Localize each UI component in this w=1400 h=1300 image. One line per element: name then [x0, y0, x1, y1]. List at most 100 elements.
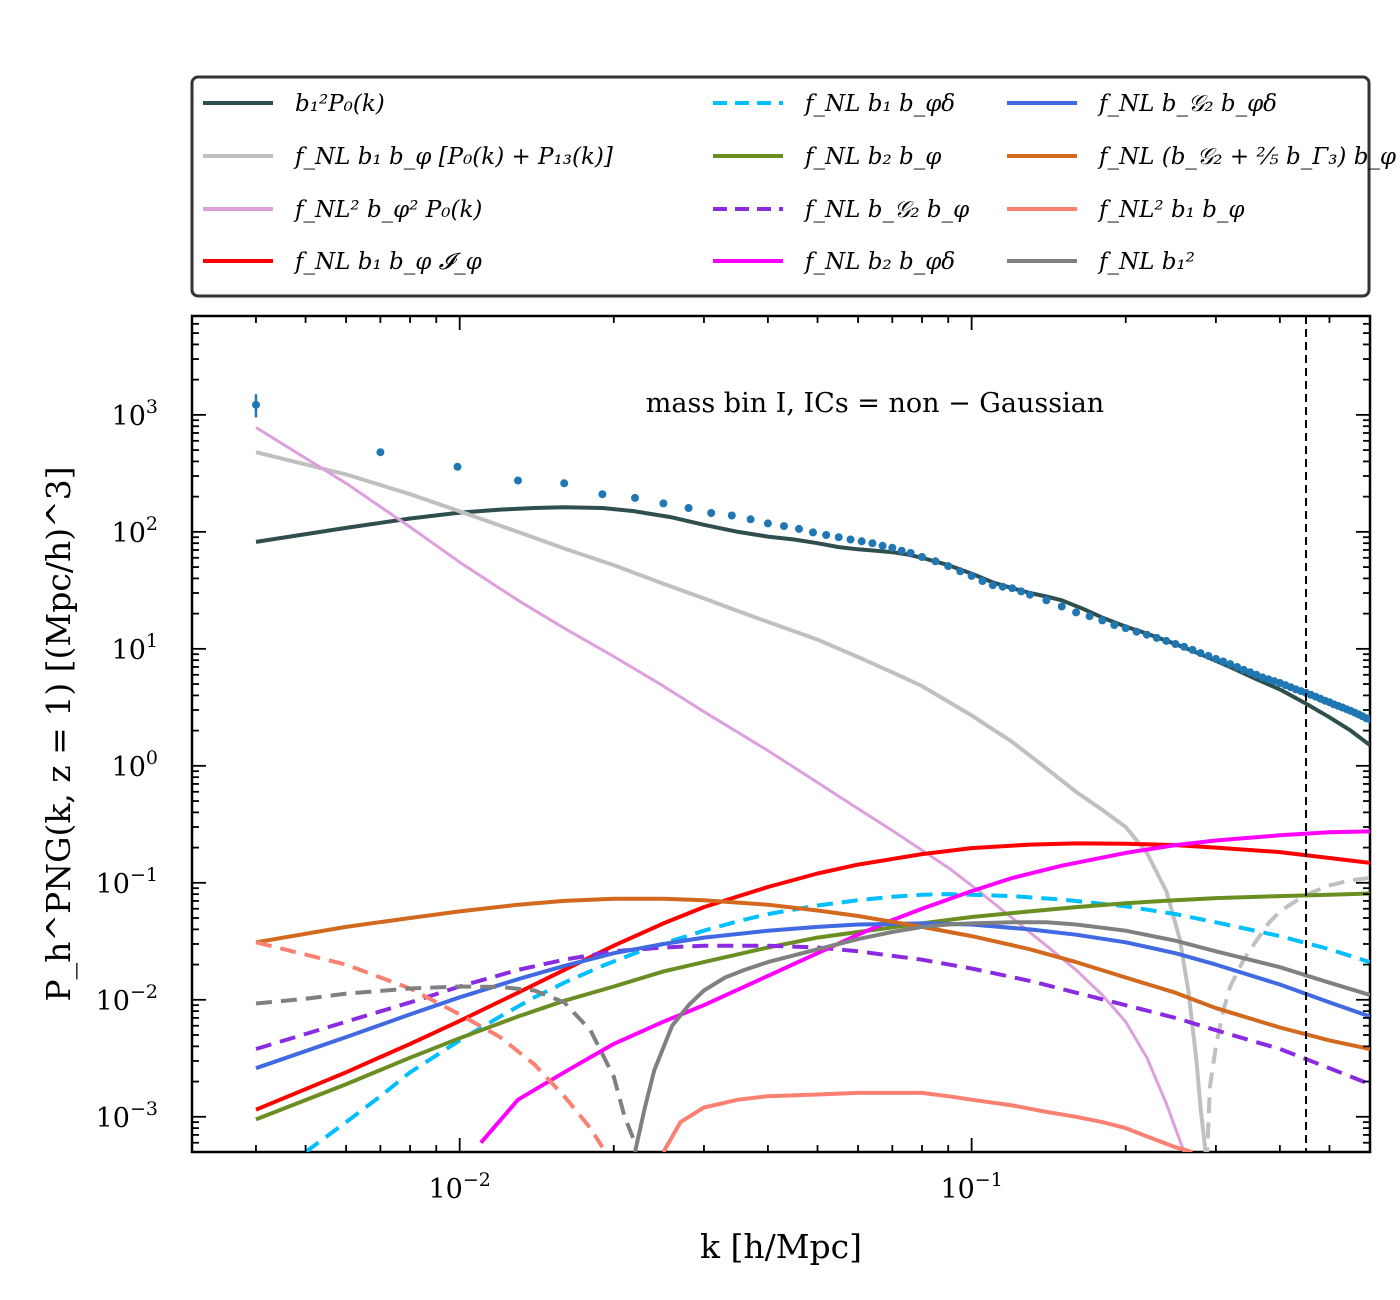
y-tick-label: 102 [112, 513, 158, 549]
series-line-fnl-b2-bphi [255, 891, 1370, 1122]
legend-label: f_NL b₂ b_φ [803, 144, 942, 170]
measured-point [727, 511, 736, 520]
measured-point [878, 541, 887, 550]
measured-point [598, 490, 607, 499]
series-line-fnl-b1-2-negative [255, 984, 637, 1144]
measured-point [1226, 660, 1235, 669]
y-tick-label: 10−1 [96, 864, 158, 900]
measured-point [834, 533, 843, 542]
y-tick-label: 100 [112, 747, 158, 783]
measured-points [252, 394, 1370, 724]
measured-point [1239, 665, 1248, 674]
x-tick-label: 10−2 [428, 1169, 490, 1205]
legend-entry-b1-2-p0-k: b₁²P₀(k) [203, 91, 385, 117]
measured-point [1162, 636, 1171, 645]
legend-label: f_NL b₂ b_φδ [803, 249, 955, 275]
measured-point [888, 543, 897, 552]
measured-point [795, 524, 803, 533]
legend-entry-fnl-2-b1-bphi: f_NL² b₁ b_φ [1007, 197, 1245, 223]
measured-point [944, 562, 953, 571]
measured-point [931, 557, 940, 566]
series-line-fnl-bg2-2-5-bgamma3-bphi [255, 896, 1370, 1051]
series-line-fnl-2-b1-bphi [661, 1090, 1194, 1152]
measured-point [1366, 715, 1370, 724]
measured-point [1233, 663, 1242, 671]
y-tick-label: 103 [112, 396, 158, 432]
measured-point [453, 462, 462, 471]
measured-point [684, 504, 693, 512]
measured-point [1008, 584, 1017, 593]
legend-entry-fnl-b2-bphi: f_NL b₂ b_φ [713, 144, 942, 170]
measured-point [988, 581, 997, 590]
legend-entry-fnl-b1-bphidelta: f_NL b₁ b_φδ [713, 91, 955, 117]
measured-point [897, 546, 906, 555]
legend-label: f_NL b_𝒢₂ b_φδ [1097, 91, 1277, 117]
measured-point [998, 582, 1007, 591]
plot-annotation: mass bin I, ICs = non − Gaussian [646, 388, 1104, 419]
measured-point [1246, 668, 1255, 677]
measured-point [1142, 630, 1151, 639]
measured-point [857, 537, 866, 546]
legend-label: f_NL² b₁ b_φ [1097, 197, 1245, 223]
y-axis-title: P_h^PNG(k, z = 1) [(Mpc/h)^3] [39, 466, 79, 1001]
measured-point [746, 515, 755, 524]
series-line-fnl-2-bphi-2-p0-k [255, 426, 1186, 1152]
measured-point [1042, 596, 1051, 605]
legend-label: f_NL b₁ b_φ 𝓘_φ [293, 249, 483, 275]
legend-label: f_NL b_𝒢₂ b_φ [803, 197, 970, 223]
legend-label: f_NL b₁ b_φδ [803, 91, 955, 117]
measured-point [780, 522, 788, 531]
legend-label: f_NL² b_φ² P₀(k) [293, 197, 482, 223]
measured-point [1152, 633, 1161, 642]
series-line-fnl-b1-bphidelta [304, 892, 1370, 1152]
measured-point [1098, 616, 1107, 625]
measured-point [1171, 640, 1180, 648]
legend-entry-fnl-b1-bphi-i-phi: f_NL b₁ b_φ 𝓘_φ [203, 249, 483, 275]
measured-point [822, 531, 831, 539]
measured-point [918, 553, 926, 561]
measured-point [809, 528, 817, 537]
measured-point [707, 509, 716, 517]
measured-point [560, 479, 569, 488]
legend-entry-fnl-bg2-bphi: f_NL b_𝒢₂ b_φ [713, 197, 970, 223]
series-line-fnl-b1-bphi-i-phi [255, 841, 1370, 1112]
measured-point [1085, 612, 1094, 621]
measured-point [1196, 649, 1205, 658]
legend-entry-fnl-b1-2: f_NL b₁² [1007, 249, 1195, 275]
legend-label: f_NL (b_𝒢₂ + ⅖ b_Γ₃) b_φ [1097, 144, 1397, 170]
measured-point [846, 535, 855, 544]
measured-point [1188, 645, 1197, 654]
series-line-fnl-b1-2 [633, 920, 1370, 1152]
series-line-fnl-2-b1-bphi-negative [255, 940, 605, 1149]
measured-point [967, 571, 976, 580]
measured-point [514, 476, 522, 485]
measured-point [376, 448, 385, 457]
x-tick-label: 10−1 [940, 1169, 1002, 1205]
series-line-fnl-bg2-bphi [255, 943, 1370, 1087]
axis-ticks: 10−3 10−2 10−1 100 101 102 103 10−2 10−1 [96, 315, 1370, 1205]
measured-point [1072, 608, 1081, 617]
measured-point [1132, 627, 1141, 636]
measured-point [1211, 654, 1220, 663]
measured-point [763, 519, 772, 528]
legend-frame [190, 75, 1371, 298]
legend-entry-fnl-b2-bphidelta: f_NL b₂ b_φδ [713, 249, 955, 275]
measured-point [631, 493, 639, 502]
measured-point [659, 499, 668, 508]
legend-entry-fnl-2-bphi-2-p0-k: f_NL² b_φ² P₀(k) [203, 197, 482, 223]
measured-point [1204, 651, 1213, 660]
measured-point [1219, 657, 1228, 666]
measured-point [1121, 624, 1130, 633]
legend-entry-fnl-b1-bphi-p0-k-p13-k: f_NL b₁ b_φ [P₀(k) + P₁₃(k)] [203, 144, 613, 170]
measured-point [1057, 602, 1066, 611]
series-line-fnl-b2-bphidelta [479, 829, 1370, 1145]
measured-point [1252, 670, 1261, 679]
legend-label: b₁²P₀(k) [295, 91, 385, 117]
measured-point [1110, 621, 1119, 629]
measured-point [906, 549, 915, 557]
legend-entry-fnl-bg2-bphidelta: f_NL b_𝒢₂ b_φδ [1007, 91, 1277, 117]
measured-point [1026, 590, 1034, 599]
measured-point [1180, 642, 1189, 651]
legend-label: f_NL b₁ b_φ [P₀(k) + P₁₃(k)] [293, 144, 613, 170]
